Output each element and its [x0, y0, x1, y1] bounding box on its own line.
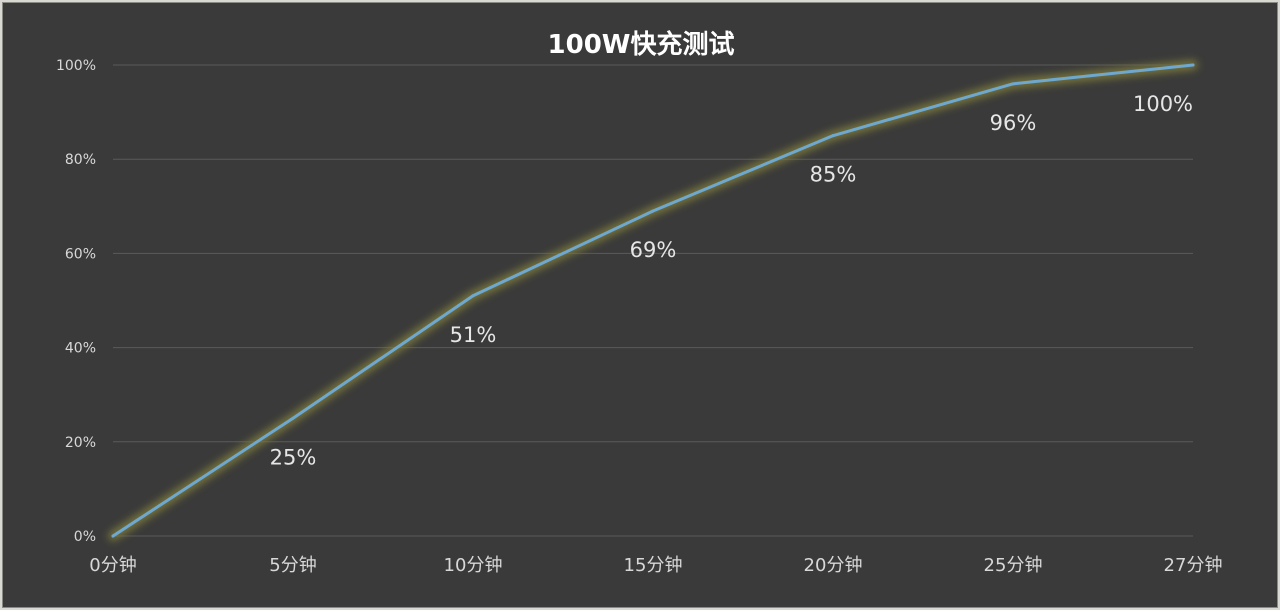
x-tick-label: 27分钟 — [1164, 555, 1223, 576]
data-label: 51% — [450, 323, 497, 347]
x-tick-label: 5分钟 — [269, 555, 316, 576]
gridlines — [113, 64, 1193, 537]
y-tick-label: 20% — [65, 435, 96, 451]
data-point — [1191, 63, 1195, 67]
x-tick-label: 25分钟 — [984, 555, 1043, 576]
data-labels: 25% 51% 69% 85% 96% 100% — [270, 92, 1193, 469]
y-tick-label: 0% — [74, 529, 96, 545]
series-line-group — [108, 60, 1198, 541]
y-tick-label: 100% — [56, 58, 96, 74]
y-axis-ticks: 0% 20% 40% 60% 80% 100% — [56, 58, 96, 545]
data-label: 85% — [810, 163, 857, 187]
x-tick-label: 10分钟 — [444, 555, 503, 576]
data-label: 69% — [630, 238, 677, 262]
y-tick-label: 60% — [65, 246, 96, 262]
data-label: 96% — [990, 111, 1037, 135]
x-tick-label: 15分钟 — [624, 555, 683, 576]
chart-title: 100W快充测试 — [548, 29, 735, 60]
data-point — [651, 209, 655, 213]
data-point — [471, 294, 475, 298]
y-tick-label: 80% — [65, 152, 96, 168]
y-tick-label: 40% — [65, 341, 96, 357]
data-point — [291, 416, 295, 420]
data-point — [831, 134, 835, 138]
data-label: 100% — [1133, 92, 1193, 116]
x-axis-ticks: 0分钟 5分钟 10分钟 15分钟 20分钟 25分钟 27分钟 — [89, 555, 1222, 576]
data-point — [111, 534, 115, 538]
data-label: 25% — [270, 445, 317, 469]
data-point — [1011, 82, 1015, 86]
x-tick-label: 20分钟 — [804, 555, 863, 576]
line-chart: 100W快充测试 0% 20% 40% 60% 80% 100% 0分钟 5分钟 10分钟 15… — [56, 29, 1222, 576]
x-tick-label: 0分钟 — [89, 555, 136, 576]
